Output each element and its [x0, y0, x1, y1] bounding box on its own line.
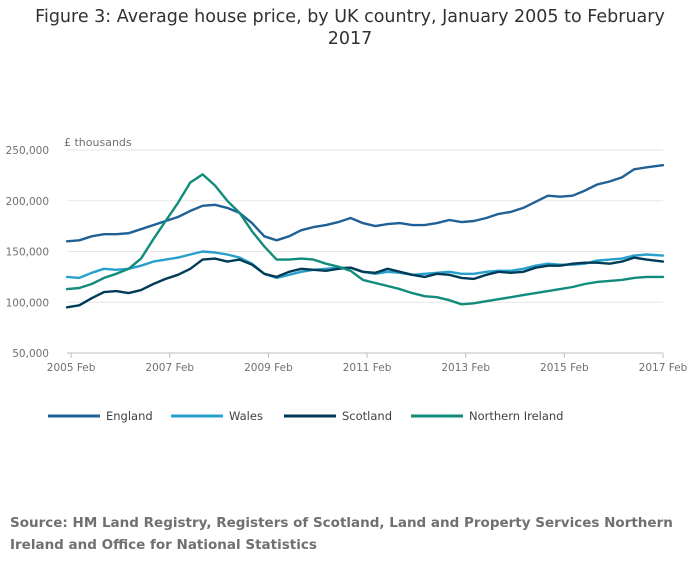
x-tick-label: 2013 Feb	[441, 362, 490, 374]
legend-label-northern-ireland: Northern Ireland	[469, 409, 563, 423]
x-tick-label: 2015 Feb	[540, 362, 589, 374]
x-tick-label: 2005 Feb	[47, 362, 96, 374]
x-tick-label: 2007 Feb	[145, 362, 194, 374]
legend-label-wales: Wales	[229, 409, 263, 423]
y-tick-label: 50,000	[12, 348, 49, 360]
legend-label-england: England	[106, 409, 153, 423]
x-tick-label: 2009 Feb	[244, 362, 293, 374]
legend-label-scotland: Scotland	[342, 409, 392, 423]
series-line-scotland	[65, 256, 665, 309]
y-axis-unit-label: £ thousands	[64, 136, 132, 149]
x-tick-label: 2017 Feb	[639, 362, 688, 374]
x-tick-label: 2011 Feb	[343, 362, 392, 374]
house-price-line-chart: 50,000 100,000 150,000 200,000 250,000 2005 F…	[6, 145, 688, 423]
y-tick-label: 250,000	[6, 145, 49, 157]
chart-title: Figure 3: Average house price, by UK cou…	[35, 7, 665, 49]
y-tick-label: 200,000	[6, 196, 49, 208]
series-line-england	[65, 164, 665, 243]
source-note: Source: HM Land Registry, Registers of S…	[10, 515, 673, 553]
y-tick-label: 100,000	[6, 297, 49, 309]
y-tick-label: 150,000	[6, 247, 49, 259]
series-line-northern-ireland	[65, 173, 665, 306]
